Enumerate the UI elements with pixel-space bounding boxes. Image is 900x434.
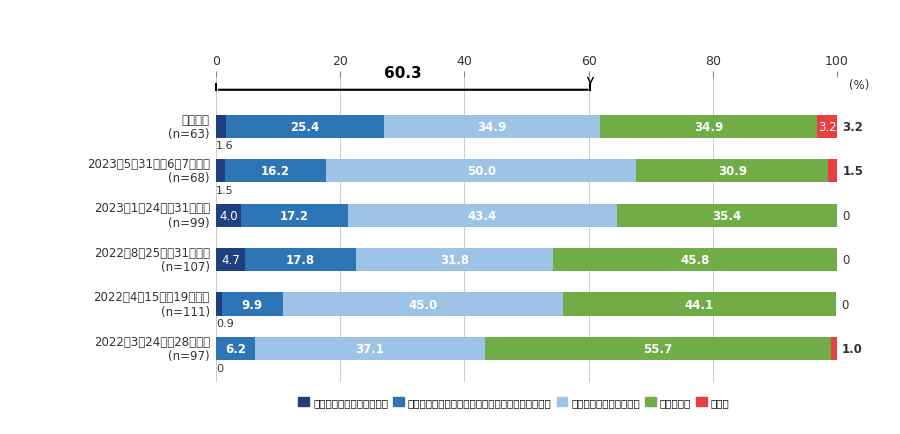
Legend: 撤退済み・撤退の手続き中, 全面的な事業（操業）停止（いわゆる休眠を含む）, 一部事業（操業）の停止, 通常どおり, その他: 撤退済み・撤退の手続き中, 全面的な事業（操業）停止（いわゆる休眠を含む）, 一… <box>294 393 734 411</box>
Bar <box>216 160 225 183</box>
Bar <box>817 115 837 138</box>
Bar <box>828 160 838 183</box>
Text: (n=111): (n=111) <box>161 305 210 318</box>
Bar <box>485 337 831 360</box>
Text: 34.9: 34.9 <box>477 120 507 133</box>
Text: (n=99): (n=99) <box>168 216 210 229</box>
Bar <box>284 293 562 316</box>
Text: 31.8: 31.8 <box>440 253 469 266</box>
Text: 0: 0 <box>842 298 849 311</box>
Text: 43.4: 43.4 <box>468 209 497 222</box>
Text: (n=97): (n=97) <box>168 349 210 362</box>
Text: 1.6: 1.6 <box>216 141 234 151</box>
Bar <box>216 248 245 272</box>
Text: 44.1: 44.1 <box>685 298 714 311</box>
Bar <box>255 337 485 360</box>
Bar <box>216 204 241 227</box>
Text: 2022年4月15日～19日調査: 2022年4月15日～19日調査 <box>94 291 210 304</box>
Text: 0: 0 <box>842 253 850 266</box>
Text: 50.0: 50.0 <box>466 165 496 178</box>
Text: 34.9: 34.9 <box>694 120 724 133</box>
Text: 3.2: 3.2 <box>842 120 863 133</box>
Text: 1.5: 1.5 <box>216 185 234 195</box>
Text: (n=68): (n=68) <box>168 172 210 185</box>
Bar <box>617 204 837 227</box>
Bar <box>636 160 828 183</box>
Text: 60.3: 60.3 <box>384 66 422 81</box>
Text: 45.0: 45.0 <box>409 298 437 311</box>
Text: 16.2: 16.2 <box>261 165 290 178</box>
Text: 2023年1月24日～31日調査: 2023年1月24日～31日調査 <box>94 202 210 215</box>
Text: 37.1: 37.1 <box>356 342 384 355</box>
Text: 2022年3月24日～28日調査: 2022年3月24日～28日調査 <box>94 335 210 348</box>
Text: 1.0: 1.0 <box>842 342 863 355</box>
Bar <box>326 160 636 183</box>
Bar <box>216 337 255 360</box>
Bar <box>383 115 600 138</box>
Text: (n=107): (n=107) <box>161 260 210 273</box>
Text: 3.2: 3.2 <box>818 120 836 133</box>
Text: 2022年8月25日～31日調査: 2022年8月25日～31日調査 <box>94 247 210 260</box>
Bar <box>245 248 356 272</box>
Text: 4.7: 4.7 <box>221 253 240 266</box>
Text: 45.8: 45.8 <box>680 253 710 266</box>
Text: 6.2: 6.2 <box>225 342 246 355</box>
Bar <box>216 115 226 138</box>
Bar <box>221 293 284 316</box>
Bar <box>226 115 383 138</box>
Text: 17.2: 17.2 <box>280 209 309 222</box>
Text: 0: 0 <box>842 209 850 222</box>
Text: 0: 0 <box>216 363 223 373</box>
Text: 4.0: 4.0 <box>219 209 238 222</box>
Text: 今回調査: 今回調査 <box>182 113 210 126</box>
Bar <box>831 337 837 360</box>
Bar <box>554 248 838 272</box>
Text: 25.4: 25.4 <box>290 120 320 133</box>
Text: (%): (%) <box>850 79 869 92</box>
Text: 9.9: 9.9 <box>242 298 263 311</box>
Text: 0.9: 0.9 <box>216 319 234 329</box>
Bar <box>562 293 836 316</box>
Text: 1.5: 1.5 <box>842 165 864 178</box>
Text: 17.8: 17.8 <box>286 253 315 266</box>
Bar <box>225 160 326 183</box>
Text: 30.9: 30.9 <box>718 165 747 178</box>
Bar <box>600 115 817 138</box>
Text: 35.4: 35.4 <box>713 209 742 222</box>
Text: 2023年5月31日～6月7日調査: 2023年5月31日～6月7日調査 <box>86 158 210 171</box>
Bar <box>347 204 617 227</box>
Text: 55.7: 55.7 <box>644 342 672 355</box>
Bar <box>356 248 554 272</box>
Text: (n=63): (n=63) <box>168 128 210 141</box>
Bar <box>241 204 347 227</box>
Bar <box>216 293 221 316</box>
